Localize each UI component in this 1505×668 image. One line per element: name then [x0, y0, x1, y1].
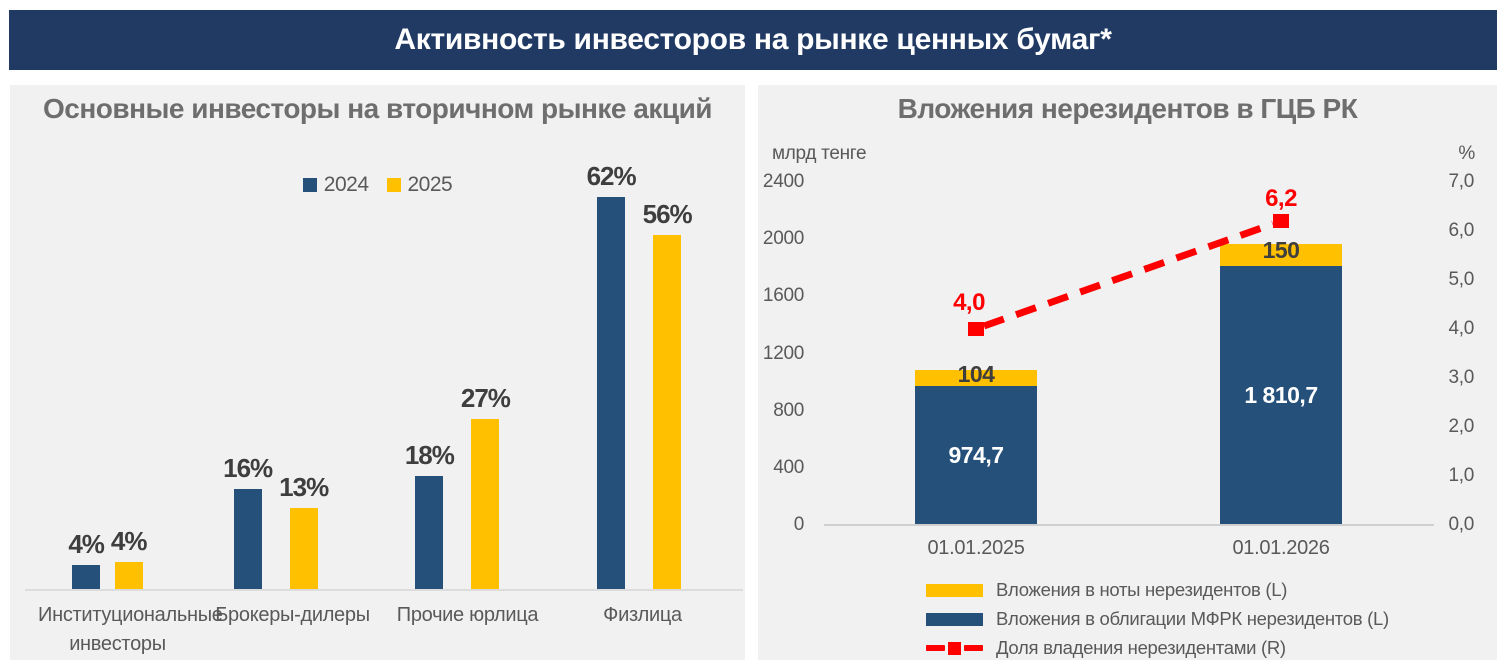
legend-swatch-bonds	[926, 612, 983, 626]
right-axis-tick: 4,0	[1448, 318, 1474, 339]
bonds-value-2025: 974,7	[948, 442, 1004, 468]
bar-2024-institutional	[72, 565, 101, 590]
share-marker-2025	[968, 322, 984, 336]
share-line-overlay	[968, 214, 1289, 336]
header-banner: Активность инвесторов на рынке ценных бу…	[9, 10, 1497, 70]
bar-value-label: 18%	[404, 440, 455, 470]
legend-row-share: Доля владения нерезидентами (R)	[926, 637, 1389, 659]
notes-value-2025: 104	[957, 361, 995, 387]
legend-swatch-2024	[302, 178, 317, 192]
left-axis-tick: 0	[793, 514, 805, 535]
legend-swatch-2025	[386, 178, 401, 192]
bar-unit-2025: 56%	[642, 199, 693, 590]
right-chart-x-axis	[824, 524, 1434, 526]
right-axis-unit-label: %	[1458, 143, 1475, 164]
bar-value-label: 56%	[642, 199, 693, 229]
bar-unit-2025: 27%	[460, 383, 511, 590]
page-title: Активность инвесторов на рынке ценных бу…	[394, 23, 1112, 56]
bar-2025-brokers	[289, 508, 318, 590]
right-axis-tick: 5,0	[1448, 269, 1474, 290]
bar-unit-2024: 62%	[586, 161, 637, 590]
legend-label-2024: 2024	[323, 173, 369, 196]
bar-value-label: 13%	[279, 472, 329, 502]
right-axis-tick: 0,0	[1448, 514, 1474, 535]
category-label: Прочие юрлица	[396, 604, 539, 626]
left-axis-tick: 2000	[762, 228, 804, 249]
bar-unit-2025: 13%	[279, 472, 329, 590]
right-axis-tick: 7,0	[1448, 171, 1474, 192]
legend-swatch-share-line	[926, 641, 984, 655]
right-axis-tick: 2,0	[1448, 416, 1474, 437]
x-label-2025: 01.01.2025	[927, 537, 1025, 559]
legend-label-2025: 2025	[407, 173, 453, 196]
left-axis-tick: 800	[773, 400, 804, 421]
bar-value-label: 4%	[68, 529, 105, 559]
bar-group-other-legal: 18% 27%	[404, 383, 511, 590]
category-label: Брокеры-дилеры	[215, 604, 370, 626]
bar-2024-other-legal	[415, 476, 444, 590]
bar-value-label: 27%	[460, 383, 511, 413]
bar-2025-other-legal	[471, 419, 500, 590]
bar-value-label: 62%	[586, 161, 637, 191]
legend-row-notes: Вложения в ноты нерезидентов (L)	[926, 579, 1389, 601]
legend-label-notes: Вложения в ноты нерезидентов (L)	[996, 579, 1288, 600]
share-marker-2026	[1273, 214, 1289, 228]
bar-2025-individuals	[653, 235, 682, 590]
right-axis-tick: 3,0	[1448, 367, 1474, 388]
notes-segment-2025	[915, 370, 1037, 386]
share-value-2026: 6,2	[1265, 185, 1297, 212]
left-chart-plot-area: 4% 4% 16% 13%	[30, 85, 730, 590]
legend-label-bonds: Вложения в облигации МФРК нерезидентов (…	[996, 608, 1389, 629]
left-chart-legend: 2024 2025	[10, 173, 745, 197]
category-label: Физлица	[603, 604, 682, 626]
right-chart-panel: Вложения нерезидентов в ГЦБ РК млрд тенг…	[758, 85, 1497, 660]
left-axis-tick: 2400	[762, 171, 804, 192]
bar-group-brokers: 16% 13%	[223, 453, 329, 590]
bar-value-label: 4%	[110, 526, 148, 556]
legend-item-2025: 2025	[386, 173, 453, 197]
bar-group-institutional: 4% 4%	[68, 526, 147, 590]
red-dash-icon	[926, 645, 945, 651]
left-chart-panel: Основные инвесторы на вторичном рынке ак…	[10, 85, 745, 660]
share-value-2025: 4,0	[953, 289, 985, 316]
category-label: Институциональные инвесторы	[38, 604, 223, 655]
left-axis-tick: 400	[773, 457, 804, 478]
stacked-bar-2025	[915, 370, 1037, 525]
left-chart-category-labels: Институциональные инвесторы Брокеры-диле…	[30, 601, 730, 659]
red-dash-icon	[964, 645, 984, 651]
legend-row-bonds: Вложения в облигации МФРК нерезидентов (…	[926, 608, 1389, 630]
right-chart-title: Вложения нерезидентов в ГЦБ РК	[897, 93, 1358, 124]
legend-swatch-notes	[926, 583, 983, 597]
bar-value-label: 16%	[223, 453, 273, 483]
bar-unit-2024: 4%	[68, 529, 105, 590]
right-chart-legend: Вложения в ноты нерезидентов (L) Вложени…	[926, 579, 1389, 659]
red-square-marker-icon	[947, 641, 962, 655]
bar-unit-2024: 16%	[223, 453, 273, 590]
bonds-value-2026: 1 810,7	[1244, 382, 1318, 408]
bar-group-individuals: 62% 56%	[586, 161, 693, 590]
right-axis-tick: 1,0	[1448, 465, 1474, 486]
notes-value-2026: 150	[1262, 237, 1300, 263]
bar-unit-2024: 18%	[404, 440, 455, 590]
left-chart-x-axis	[25, 589, 743, 591]
bar-2024-individuals	[597, 197, 626, 590]
left-axis-unit-label: млрд тенге	[772, 143, 867, 164]
right-axis-tick: 6,0	[1448, 220, 1474, 241]
bar-2025-institutional	[114, 562, 143, 590]
left-axis-tick: 1600	[762, 285, 804, 306]
left-chart-title: Основные инвесторы на вторичном рынке ак…	[42, 93, 713, 124]
bar-2024-brokers	[233, 489, 262, 590]
bonds-segment-2025	[915, 386, 1037, 525]
legend-item-2024: 2024	[302, 173, 369, 197]
bar-unit-2025: 4%	[111, 526, 147, 590]
left-axis-tick: 1200	[762, 343, 804, 364]
legend-label-share: Доля владения нерезидентами (R)	[996, 637, 1286, 658]
x-label-2026: 01.01.2026	[1232, 537, 1330, 559]
